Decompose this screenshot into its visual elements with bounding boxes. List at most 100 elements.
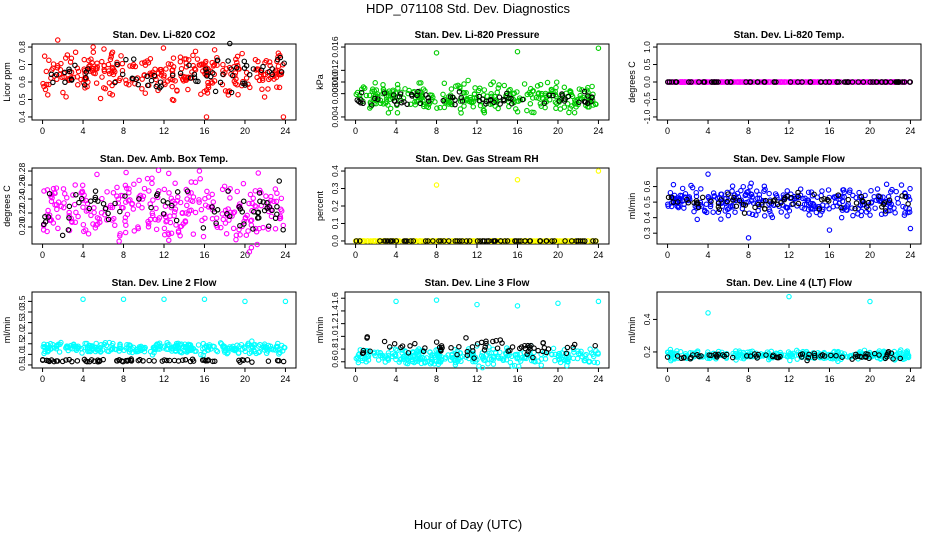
- data-point: [219, 186, 226, 193]
- data-point: [741, 79, 747, 85]
- data-point: [390, 238, 396, 244]
- data-point: [425, 238, 431, 244]
- data-point: [840, 187, 846, 193]
- data-point: [491, 99, 497, 106]
- data-point: [420, 101, 427, 108]
- data-point: [66, 215, 72, 221]
- x-tick-label: 20: [553, 374, 563, 384]
- data-point: [119, 60, 126, 67]
- x-tick-label: 24: [280, 250, 290, 260]
- data-point: [111, 67, 117, 73]
- data-point: [46, 190, 53, 197]
- data-point: [404, 101, 410, 108]
- data-point: [432, 99, 438, 105]
- data-point: [816, 203, 822, 210]
- data-point: [461, 103, 467, 109]
- data-point: [693, 189, 699, 196]
- x-tick-label: 8: [434, 374, 439, 384]
- data-point: [461, 90, 467, 96]
- data-point: [186, 57, 192, 63]
- data-point: [88, 212, 94, 219]
- data-point: [257, 341, 263, 348]
- data-point: [214, 54, 220, 61]
- data-point: [845, 196, 852, 203]
- data-point: [564, 101, 571, 107]
- data-point: [123, 169, 129, 176]
- data-point: [870, 79, 876, 85]
- data-point: [110, 189, 117, 196]
- data-point: [552, 92, 559, 98]
- data-point: [126, 349, 133, 355]
- data-point: [449, 354, 456, 361]
- data-point: [549, 87, 555, 93]
- data-point: [795, 189, 801, 196]
- data-point: [748, 191, 754, 197]
- data-point: [257, 198, 263, 205]
- data-point: [664, 354, 671, 360]
- data-point: [144, 175, 151, 182]
- data-point: [550, 345, 557, 352]
- data-point: [519, 96, 526, 103]
- data-point: [383, 96, 390, 102]
- data-point: [405, 90, 411, 97]
- data-point: [476, 93, 483, 100]
- data-point: [258, 67, 265, 73]
- data-point: [109, 217, 115, 223]
- data-point: [422, 345, 428, 351]
- data-point: [833, 352, 839, 359]
- data-point: [849, 205, 855, 211]
- data-point: [586, 359, 592, 365]
- data-point: [91, 358, 98, 364]
- data-point: [51, 345, 57, 351]
- data-point: [170, 55, 177, 61]
- data-point: [494, 89, 501, 96]
- panel-title: Stan. Dev. Li-820 Temp.: [734, 30, 845, 41]
- data-point: [100, 201, 107, 207]
- data-point: [53, 71, 60, 78]
- data-point: [464, 95, 470, 102]
- data-point: [377, 238, 383, 244]
- data-point: [41, 188, 47, 194]
- x-tick-label: 0: [40, 374, 45, 384]
- data-point: [479, 96, 486, 103]
- outlier-point: [514, 48, 521, 55]
- data-point: [784, 193, 791, 199]
- data-point: [252, 56, 259, 63]
- data-point: [527, 101, 534, 107]
- data-point: [255, 170, 262, 176]
- data-point: [829, 79, 835, 85]
- data-point: [172, 180, 178, 187]
- data-point: [493, 337, 499, 344]
- data-point: [705, 349, 711, 355]
- data-point: [685, 199, 692, 206]
- data-point: [165, 61, 172, 67]
- data-point: [575, 238, 581, 244]
- data-point: [174, 343, 180, 349]
- data-point: [95, 198, 101, 204]
- data-point: [744, 353, 750, 359]
- data-point: [590, 91, 596, 98]
- data-point: [882, 210, 889, 217]
- plot-frame: [344, 167, 610, 245]
- data-point: [264, 200, 270, 206]
- y-tick-label: 0.5: [642, 196, 652, 208]
- panel-title: Stan. Dev. Gas Stream RH: [415, 154, 538, 165]
- data-point: [278, 206, 284, 213]
- x-tick-label: 12: [159, 374, 169, 384]
- data-point: [761, 206, 768, 212]
- data-point: [434, 105, 440, 111]
- data-point: [899, 79, 906, 85]
- data-point: [905, 209, 911, 216]
- data-point: [41, 53, 48, 59]
- data-point: [136, 177, 142, 184]
- data-point: [433, 339, 440, 345]
- data-point: [155, 167, 162, 174]
- data-point: [272, 186, 279, 192]
- data-point: [233, 65, 240, 71]
- data-point: [575, 348, 581, 354]
- x-tick-label: 20: [553, 250, 563, 260]
- data-point: [108, 54, 114, 60]
- x-tick-label: 12: [784, 126, 794, 136]
- data-point: [884, 351, 890, 358]
- data-point: [727, 79, 734, 85]
